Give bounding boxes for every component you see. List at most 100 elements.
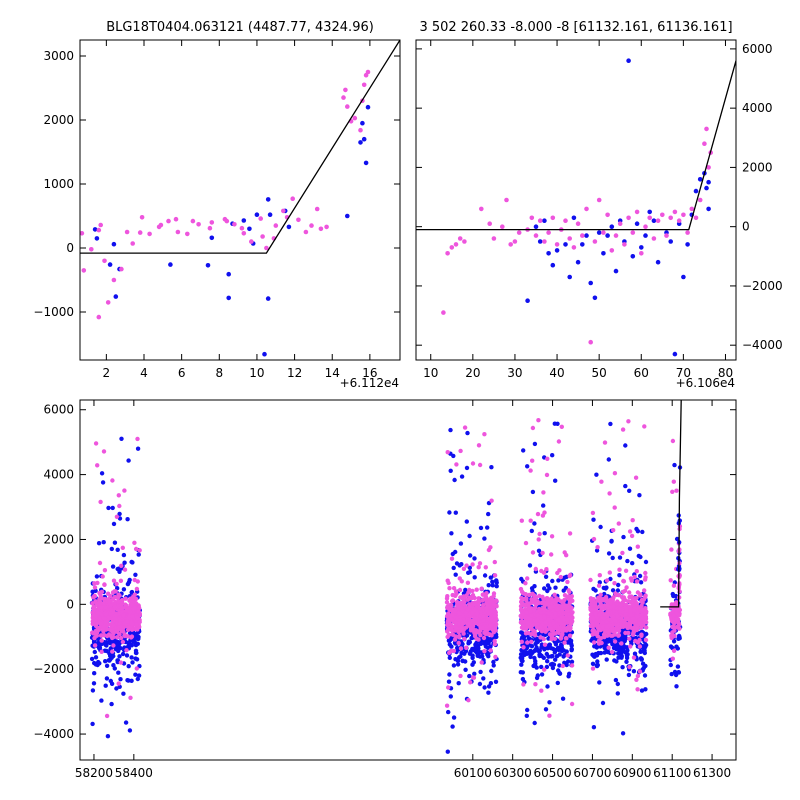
- bottom-point: [624, 655, 630, 661]
- bottom-point: [130, 614, 135, 619]
- bottom-point: [542, 614, 547, 620]
- topright-point: [533, 224, 539, 229]
- bottom-point: [549, 596, 554, 601]
- bottom-point: [113, 612, 119, 618]
- bottom-point: [615, 613, 620, 619]
- bottom-point: [126, 664, 131, 669]
- bottom-point: [544, 651, 549, 657]
- topright-point: [601, 251, 606, 256]
- bottom-point: [631, 602, 636, 607]
- bottom-point: [538, 607, 544, 612]
- bottom-point: [670, 610, 676, 615]
- bottom-point: [126, 580, 132, 585]
- bottom-point: [637, 621, 643, 626]
- bottom-point: [558, 574, 563, 580]
- bottom-point: [529, 613, 534, 618]
- topright-point: [516, 230, 522, 235]
- bottom-point: [111, 643, 116, 648]
- topleft-point: [241, 218, 247, 223]
- bottom-point: [103, 605, 108, 610]
- bottom-point: [451, 586, 457, 591]
- bottom-point: [565, 653, 570, 658]
- bottom-point: [616, 521, 621, 526]
- bottom-point: [454, 561, 460, 566]
- bottom-point: [639, 632, 644, 637]
- topleft-point: [226, 271, 231, 277]
- bottom-point: [478, 633, 483, 638]
- topleft-point: [345, 104, 350, 109]
- bottom-point: [556, 628, 561, 634]
- topleft-y-tick-label: 3000: [43, 49, 74, 63]
- bottom-point: [112, 666, 118, 671]
- topleft-y-tick-label: −1000: [33, 305, 74, 319]
- bottom-point: [616, 633, 622, 638]
- bottom-point: [479, 586, 484, 591]
- bottom-point: [620, 665, 625, 670]
- bottom-point: [137, 548, 142, 553]
- topright-point: [580, 242, 585, 247]
- bottom-point: [444, 614, 450, 619]
- bottom-point: [604, 657, 609, 662]
- topright-x-tick-label: 10: [423, 366, 438, 380]
- topright-point: [550, 262, 556, 268]
- bottom-point: [493, 679, 499, 684]
- bottom-point: [537, 593, 542, 599]
- bottom-point: [670, 489, 675, 494]
- bottom-point: [489, 668, 494, 674]
- bottom-point: [104, 713, 110, 719]
- topright-point: [584, 233, 589, 238]
- bottom-point: [545, 456, 550, 461]
- bottom-point: [628, 576, 634, 581]
- topleft-point: [102, 258, 107, 264]
- bottom-point: [459, 579, 464, 584]
- bottom-point: [122, 560, 127, 565]
- topright-point: [453, 242, 459, 247]
- bottom-point: [538, 610, 544, 615]
- bottom-point: [635, 624, 640, 629]
- bottom-point: [130, 621, 135, 627]
- bottom-point: [670, 656, 675, 661]
- topleft-point: [96, 314, 102, 320]
- bottom-point: [444, 600, 450, 605]
- bottom-point: [553, 585, 558, 590]
- bottom-point: [532, 521, 537, 526]
- topright-point: [571, 245, 577, 250]
- bottom-point: [553, 478, 558, 483]
- bottom-point: [519, 595, 524, 601]
- bottom-point: [106, 615, 111, 621]
- bottom-point: [99, 698, 104, 703]
- bottom-point: [560, 632, 565, 637]
- topright-point: [643, 233, 648, 238]
- bottom-point: [608, 576, 613, 582]
- bottom-point: [486, 583, 491, 588]
- bottom-point: [93, 655, 99, 660]
- bottom-point: [489, 465, 494, 470]
- bottom-point: [630, 561, 635, 566]
- bottom-point: [608, 600, 613, 606]
- bottom-point: [611, 645, 617, 651]
- bottom-point: [631, 626, 636, 632]
- bottom-point: [560, 663, 565, 669]
- bottom-point: [607, 570, 612, 575]
- bottom-point: [530, 550, 536, 555]
- bottom-point: [588, 607, 593, 612]
- topleft-point: [262, 351, 267, 357]
- bottom-point: [606, 551, 612, 556]
- bottom-point: [455, 662, 461, 667]
- bottom-point: [545, 659, 550, 664]
- bottom-point: [590, 632, 595, 637]
- bottom-point: [492, 610, 498, 616]
- topleft-x-tick-label: 14: [325, 366, 340, 380]
- bottom-point: [615, 691, 620, 696]
- bottom-point: [476, 637, 481, 642]
- bottom-point: [674, 488, 679, 493]
- bottom-point: [453, 510, 458, 515]
- bottom-point: [544, 472, 550, 478]
- bottom-point: [616, 626, 621, 632]
- topleft-point: [209, 235, 215, 241]
- bottom-point: [547, 611, 552, 616]
- bottom-point: [539, 629, 545, 634]
- bottom-point: [529, 639, 534, 644]
- bottom-point: [136, 552, 141, 557]
- bottom-point: [600, 598, 605, 603]
